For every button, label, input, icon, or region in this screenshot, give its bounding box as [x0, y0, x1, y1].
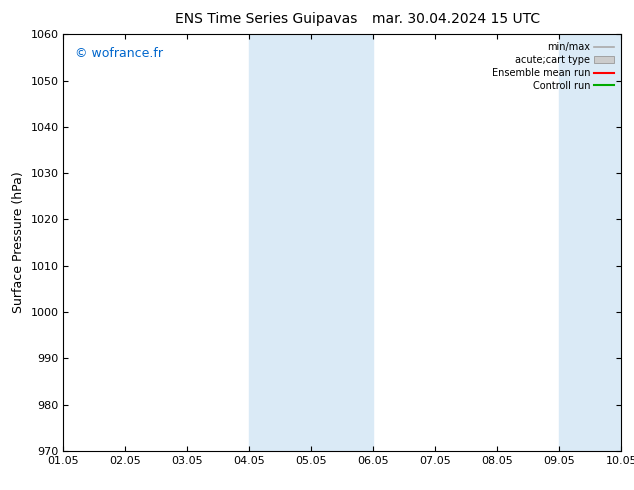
Text: ENS Time Series Guipavas: ENS Time Series Guipavas — [175, 12, 358, 26]
Text: © wofrance.fr: © wofrance.fr — [75, 47, 162, 60]
Bar — [249, 34, 311, 451]
Bar — [559, 34, 621, 451]
Legend: min/max, acute;cart type, Ensemble mean run, Controll run: min/max, acute;cart type, Ensemble mean … — [489, 39, 616, 94]
Text: mar. 30.04.2024 15 UTC: mar. 30.04.2024 15 UTC — [372, 12, 541, 26]
Bar — [311, 34, 373, 451]
Y-axis label: Surface Pressure (hPa): Surface Pressure (hPa) — [12, 172, 25, 314]
